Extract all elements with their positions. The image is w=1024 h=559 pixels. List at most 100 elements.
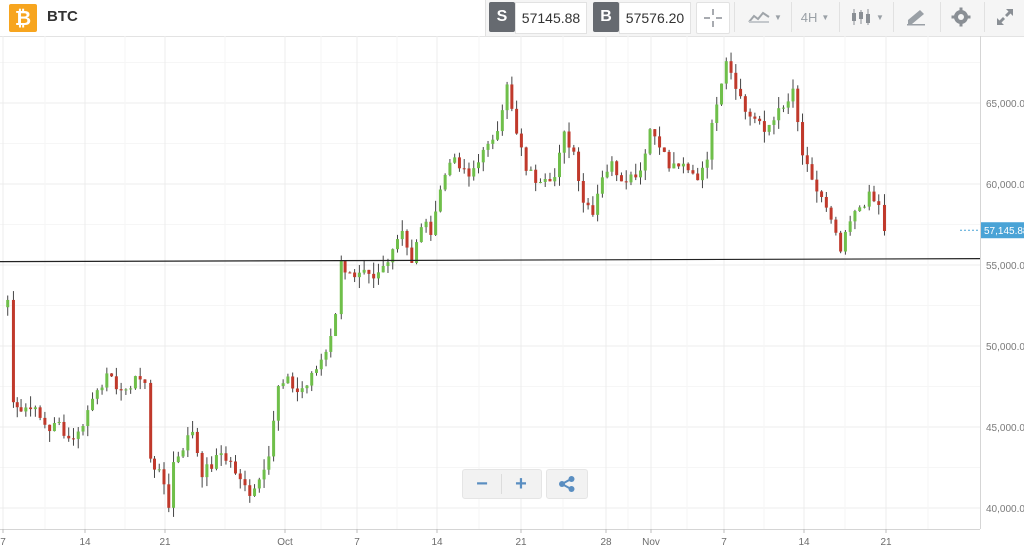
candle [149,379,153,463]
candle [291,372,295,393]
candle [43,411,47,429]
drawing-icon [907,10,925,26]
candle [605,164,609,179]
candle [710,119,714,170]
x-tick-label: 7 [0,537,6,548]
candle [577,147,581,192]
candle [81,423,85,436]
buy-badge[interactable]: B [593,2,619,32]
candle [129,385,133,394]
candle [748,108,752,126]
candle [295,377,299,402]
candle [791,79,795,108]
candle [753,112,757,124]
x-tick-label: 7 [354,537,360,548]
candle [214,448,218,471]
bitcoin-logo-icon: ₿ [9,4,37,32]
candle [658,126,662,155]
x-tick-label: 21 [515,537,527,548]
candle [381,255,385,273]
candle [600,170,604,198]
candle [15,397,19,418]
candle [114,367,118,395]
candle [538,178,542,184]
sell-badge[interactable]: S [489,2,515,32]
candle [867,184,871,211]
candlestick-chart[interactable]: 65,000.00 60,000.00 55,000.00 50,000.00 45,0… [0,36,1024,554]
crosshair-button[interactable] [696,2,730,34]
candle [400,220,404,246]
share-icon [559,476,575,492]
x-tick-label: 14 [79,537,91,548]
candle [772,116,776,135]
candle [6,295,10,316]
candle [57,417,61,426]
candle [805,146,809,172]
candle [524,146,528,176]
candle [386,258,390,273]
x-tick-label: 7 [721,537,727,548]
zoom-controls: − + [462,469,542,499]
candle [76,427,80,449]
candle [786,93,790,114]
candle [548,172,552,182]
candle [496,121,500,141]
candle [734,64,738,100]
drawing-tools-button[interactable] [899,2,933,32]
candle [343,261,347,280]
zoom-in-button[interactable]: + [515,473,527,495]
x-tick-label: 21 [880,537,892,548]
price-chart[interactable]: 65,000.00 60,000.00 55,000.00 50,000.00 45,0… [0,36,1024,554]
candle [238,469,242,489]
crosshair-icon [704,9,722,27]
candle [248,479,252,503]
y-tick-label: 60,000.00 [986,180,1024,191]
candle [367,269,371,284]
candle-style-button[interactable]: ▼ [844,2,890,32]
support-line[interactable] [0,258,981,263]
fullscreen-button[interactable] [988,2,1022,32]
timeframe-select[interactable]: 4H ▼ [794,2,836,32]
candle [462,159,466,174]
candle [100,384,104,395]
candle [210,456,214,472]
candle [681,157,685,174]
candle [639,162,643,185]
sell-price[interactable]: 57145.88 [515,2,587,34]
candle [91,392,95,412]
candle [715,96,719,131]
candles [6,52,886,517]
candle [233,455,237,475]
candle [581,173,585,213]
candle [319,353,323,376]
buy-price[interactable]: 57576.20 [619,2,691,34]
x-tick-label: 14 [798,537,810,548]
candle [858,205,862,212]
chart-type-button[interactable]: ▼ [741,2,789,32]
candle [882,194,886,236]
candle [691,164,695,175]
candle [500,104,504,136]
x-tick-label: Oct [277,537,293,548]
candle [410,239,414,264]
candle [667,149,671,172]
candle [162,462,166,495]
candle [305,384,309,394]
candle [562,130,566,164]
candle [429,215,433,241]
chart-type-icon [748,11,770,23]
candle [314,365,318,376]
candles-icon [852,9,871,25]
zoom-out-button[interactable]: − [476,473,488,495]
candle [877,194,881,215]
candle [138,367,142,390]
candle [24,403,28,417]
candle [362,259,366,275]
candle [615,160,619,182]
candle [558,144,562,186]
candle [286,373,290,384]
settings-button[interactable] [944,2,978,32]
candle [820,190,824,203]
candle [267,445,271,475]
share-button[interactable] [546,469,588,499]
